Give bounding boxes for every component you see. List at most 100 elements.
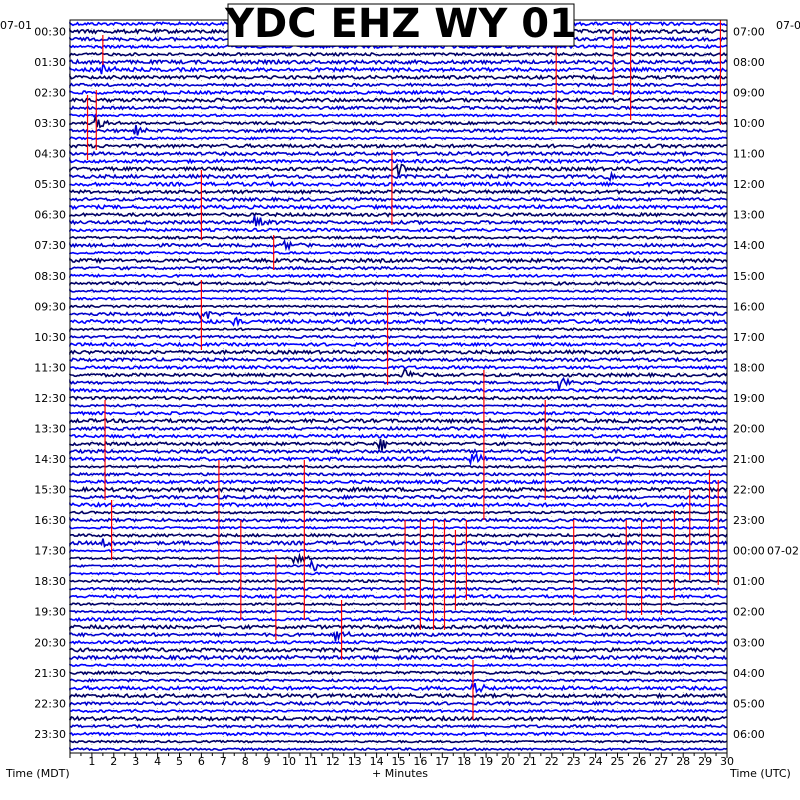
right-time-label: 16:00 bbox=[733, 300, 765, 313]
right-time-label: 13:00 bbox=[733, 209, 765, 222]
seismic-traces bbox=[69, 21, 728, 752]
x-tick-label: 1 bbox=[88, 755, 95, 768]
x-tick-label: 15 bbox=[392, 755, 406, 768]
right-time-label: 19:00 bbox=[733, 392, 765, 405]
x-tick-label: 22 bbox=[545, 755, 559, 768]
trace-line bbox=[69, 180, 728, 188]
trace-line bbox=[69, 403, 728, 409]
trace-line bbox=[69, 571, 728, 577]
trace-line bbox=[69, 273, 728, 279]
x-tick-label: 21 bbox=[523, 755, 537, 768]
left-time-label: 09:30 bbox=[34, 300, 66, 313]
trace-line bbox=[69, 471, 728, 477]
trace-line bbox=[69, 731, 728, 737]
trace-line bbox=[69, 552, 728, 566]
trace-line bbox=[69, 215, 728, 227]
trace-line bbox=[69, 364, 728, 371]
trace-line bbox=[69, 639, 728, 645]
right-time-label: 10:00 bbox=[733, 117, 765, 130]
trace-line bbox=[69, 73, 728, 81]
trace-line bbox=[69, 516, 728, 524]
right-time-label: 07:00 bbox=[733, 25, 765, 38]
trace-line bbox=[69, 250, 728, 256]
trace-line bbox=[69, 678, 728, 683]
right-time-label: 12:00 bbox=[733, 178, 765, 191]
trace-line bbox=[69, 682, 728, 694]
right-time-label: 23:00 bbox=[733, 514, 765, 527]
trace-line bbox=[69, 356, 728, 363]
x-tick-label: 30 bbox=[720, 755, 734, 768]
left-time-label: 21:30 bbox=[34, 667, 66, 680]
trace-line bbox=[69, 265, 728, 271]
trace-line bbox=[69, 715, 728, 722]
trace-line bbox=[69, 438, 728, 452]
trace-line bbox=[69, 662, 728, 668]
trace-line bbox=[69, 395, 728, 401]
trace-line bbox=[69, 280, 728, 286]
trace-line bbox=[69, 452, 728, 467]
trace-line bbox=[69, 304, 728, 309]
trace-line bbox=[69, 593, 728, 600]
trace-line bbox=[69, 58, 728, 66]
trace-line bbox=[69, 692, 728, 700]
trace-line bbox=[69, 700, 728, 708]
trace-line bbox=[69, 558, 728, 572]
right-time-label: 02:00 bbox=[733, 606, 765, 619]
trace-line bbox=[69, 310, 728, 321]
left-time-label: 01:30 bbox=[34, 56, 66, 69]
x-tick-label: 19 bbox=[479, 755, 493, 768]
left-date-label: 07-01 bbox=[0, 19, 32, 32]
trace-line bbox=[69, 464, 728, 469]
trace-line bbox=[69, 170, 728, 183]
trace-line bbox=[69, 238, 728, 252]
trace-line bbox=[69, 486, 728, 494]
trace-line bbox=[69, 538, 728, 548]
x-tick-label: 24 bbox=[589, 755, 603, 768]
right-time-label: 04:00 bbox=[733, 667, 765, 680]
x-tick-label: 14 bbox=[370, 755, 384, 768]
x-tick-label: 25 bbox=[611, 755, 625, 768]
left-time-label: 23:30 bbox=[34, 728, 66, 741]
trace-line bbox=[69, 157, 728, 165]
x-tick-label: 23 bbox=[567, 755, 581, 768]
x-tick-label: 8 bbox=[242, 755, 249, 768]
x-tick-label: 3 bbox=[132, 755, 139, 768]
trace-line bbox=[69, 448, 728, 455]
trace-line bbox=[69, 501, 728, 509]
trace-line bbox=[69, 188, 728, 195]
x-tick-label: 11 bbox=[304, 755, 318, 768]
right-date-label-top: 07-0 bbox=[776, 19, 800, 32]
right-axis-label: Time (UTC) bbox=[729, 767, 791, 780]
trace-line bbox=[69, 433, 728, 440]
trace-line bbox=[69, 425, 728, 432]
left-time-label: 00:30 bbox=[34, 25, 66, 38]
trace-line bbox=[69, 368, 728, 379]
left-time-label: 20:30 bbox=[34, 636, 66, 649]
trace-line bbox=[69, 316, 727, 327]
left-time-label: 05:30 bbox=[34, 178, 66, 191]
trace-line bbox=[69, 211, 728, 218]
clipped-events bbox=[86, 20, 722, 720]
right-time-label: 21:00 bbox=[733, 453, 765, 466]
left-time-label: 17:30 bbox=[34, 545, 66, 558]
x-tick-label: 6 bbox=[198, 755, 205, 768]
right-time-label: 01:00 bbox=[733, 575, 765, 588]
x-tick-label: 18 bbox=[457, 755, 471, 768]
right-time-label: 20:00 bbox=[733, 422, 765, 435]
right-time-label: 14:00 bbox=[733, 239, 765, 252]
trace-line bbox=[69, 334, 728, 340]
trace-line bbox=[69, 387, 728, 394]
x-tick-label: 12 bbox=[326, 755, 340, 768]
right-time-label: 18:00 bbox=[733, 361, 765, 374]
trace-line bbox=[69, 227, 728, 233]
trace-line bbox=[69, 670, 728, 676]
x-tick-label: 29 bbox=[698, 755, 712, 768]
trace-line bbox=[69, 326, 728, 333]
right-time-label: 00:00 bbox=[733, 545, 765, 558]
trace-line bbox=[69, 116, 728, 129]
trace-line bbox=[69, 525, 728, 530]
left-time-label: 12:30 bbox=[34, 392, 66, 405]
trace-line bbox=[69, 235, 728, 241]
left-time-label: 16:30 bbox=[34, 514, 66, 527]
